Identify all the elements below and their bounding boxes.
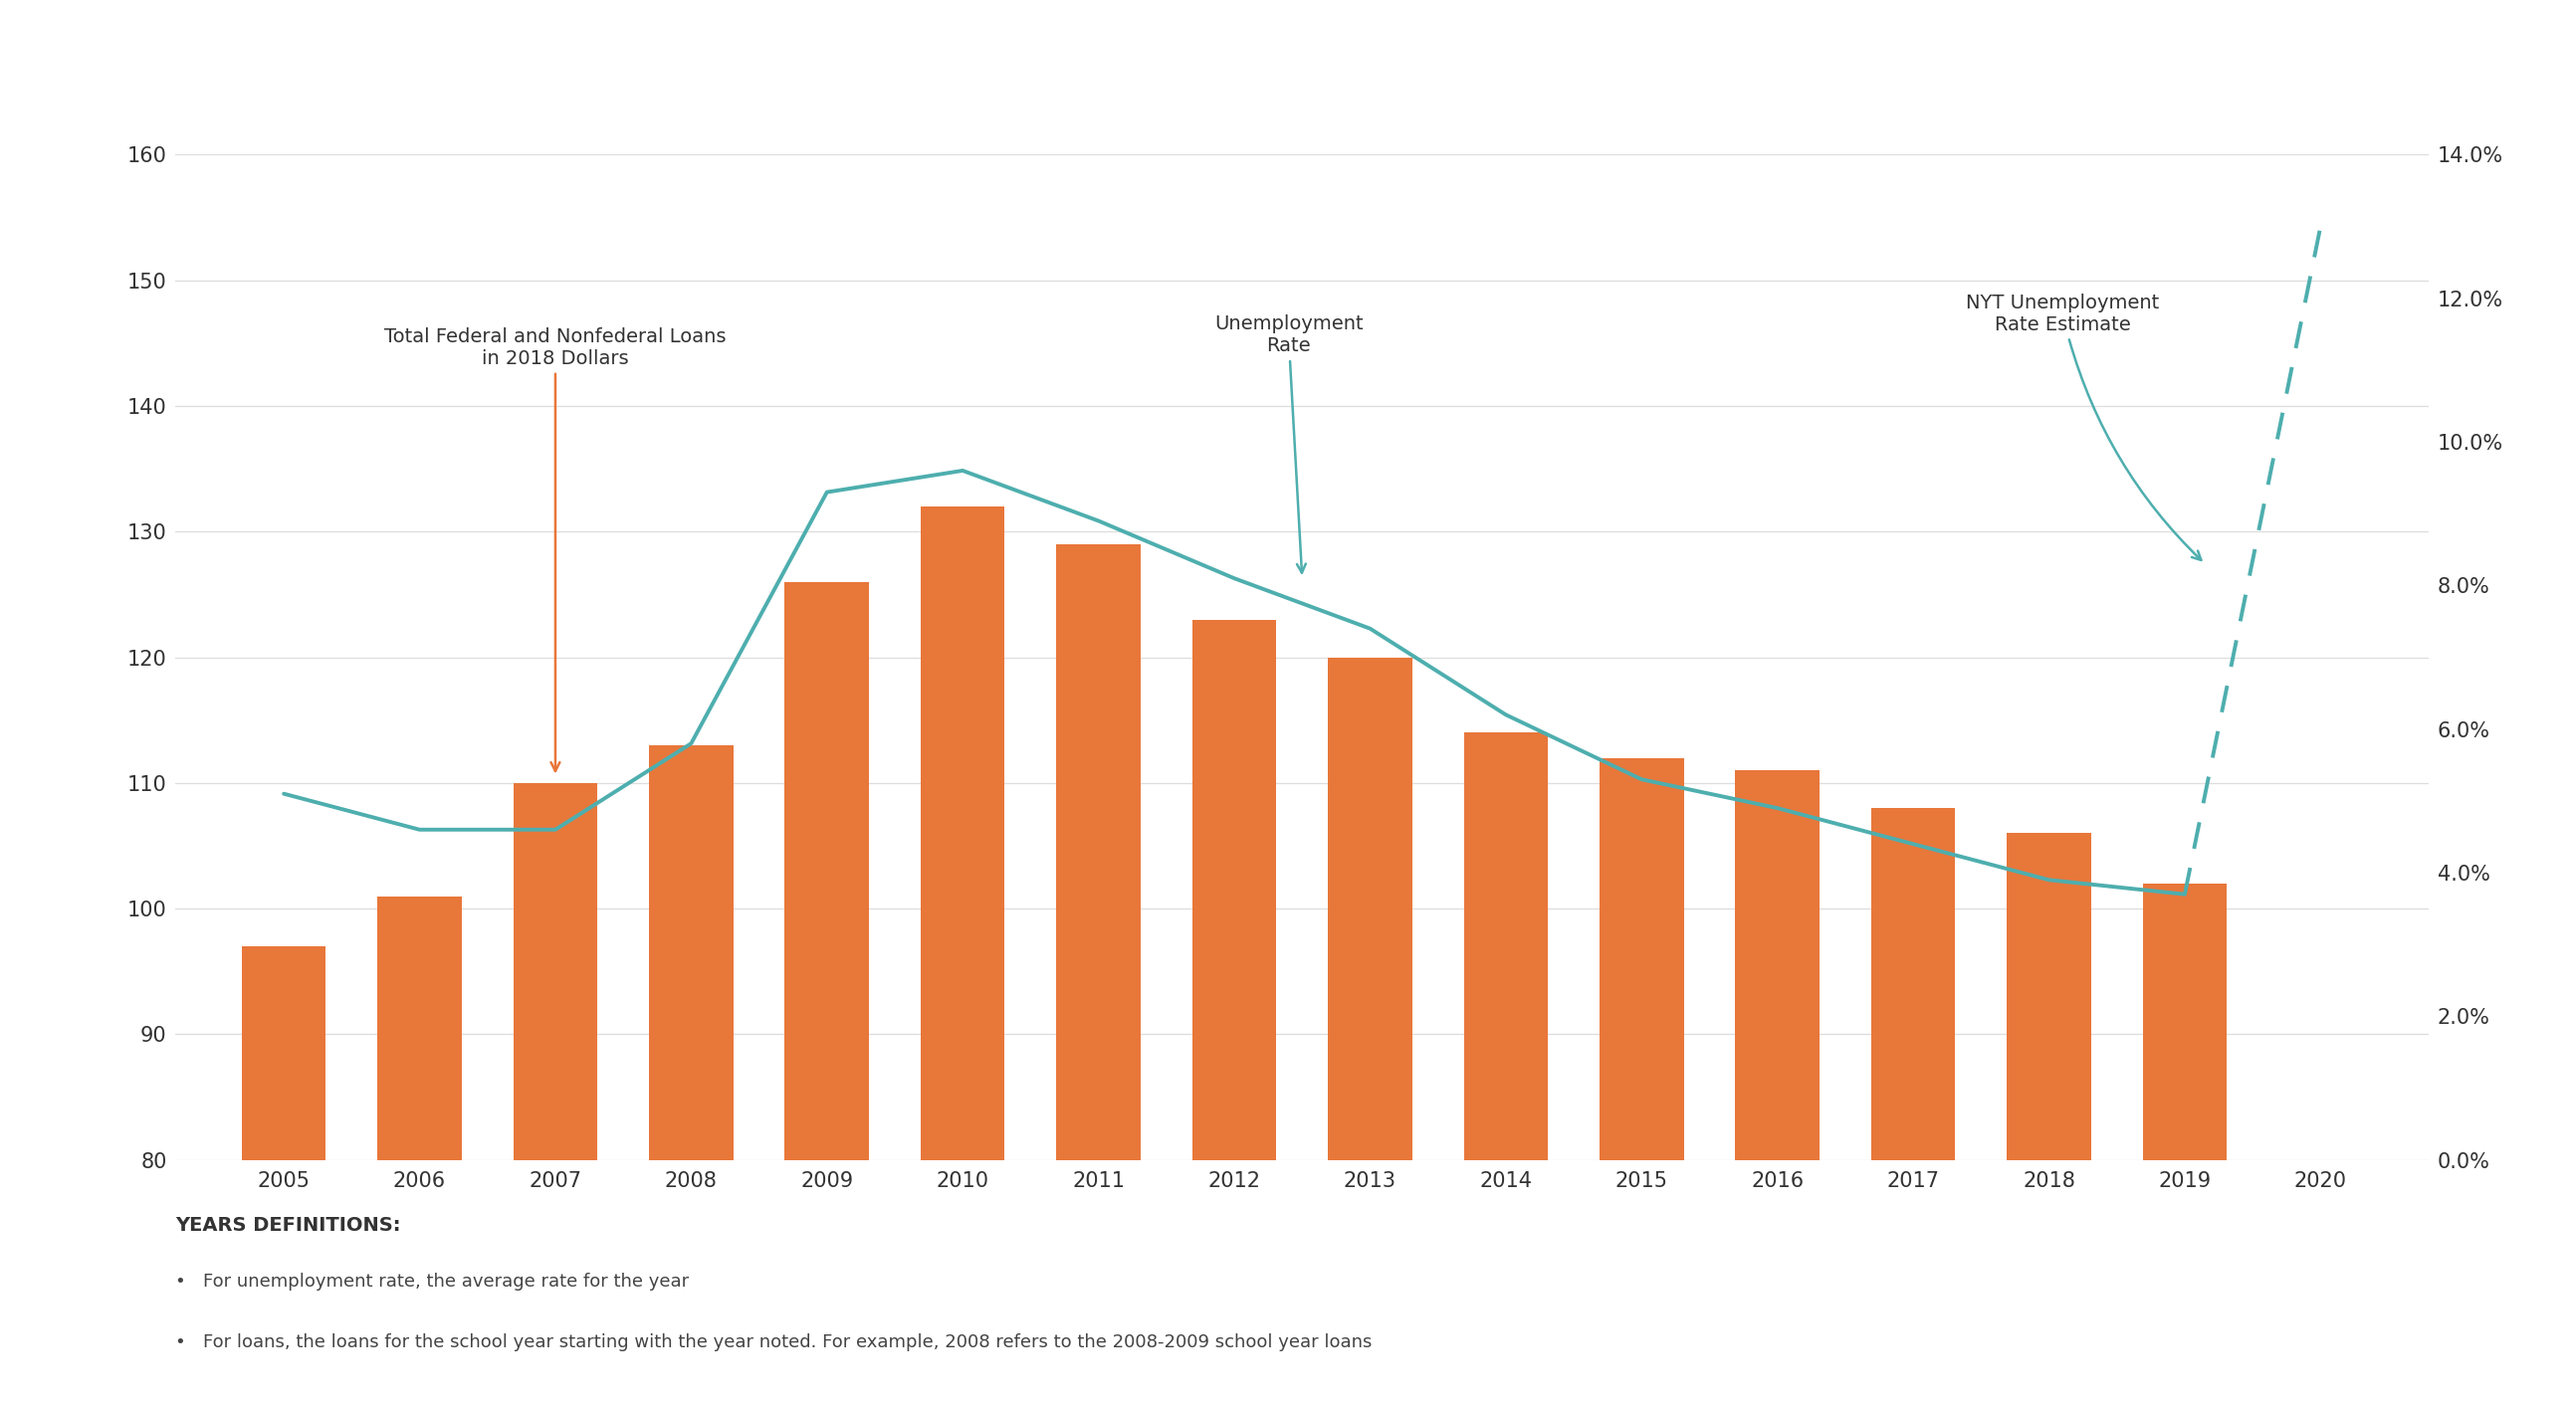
Text: YEARS DEFINITIONS:: YEARS DEFINITIONS: — [175, 1216, 402, 1234]
Bar — [242, 946, 327, 1406]
Bar — [1329, 658, 1412, 1406]
Bar — [920, 506, 1005, 1406]
Bar — [649, 745, 734, 1406]
Bar — [1870, 808, 1955, 1406]
Bar — [1463, 733, 1548, 1406]
Bar — [2143, 883, 2226, 1406]
Bar — [1193, 620, 1275, 1406]
Bar — [1736, 770, 1819, 1406]
Bar — [2007, 834, 2092, 1406]
Bar — [1056, 544, 1141, 1406]
Text: US EDUCATION LOANS VS UNEMPLOYMENT RATES: US EDUCATION LOANS VS UNEMPLOYMENT RATES — [57, 49, 1602, 103]
Bar — [786, 582, 868, 1406]
Text: Total Federal and Nonfederal Loans
in 2018 Dollars: Total Federal and Nonfederal Loans in 20… — [384, 328, 726, 770]
Text: •   For unemployment rate, the average rate for the year: • For unemployment rate, the average rat… — [175, 1272, 688, 1291]
Bar — [1600, 758, 1685, 1406]
Bar — [513, 783, 598, 1406]
Text: Unemployment
Rate: Unemployment Rate — [1213, 315, 1363, 572]
Text: NYT Unemployment
Rate Estimate: NYT Unemployment Rate Estimate — [1965, 294, 2200, 560]
Bar — [379, 896, 461, 1406]
Text: •   For loans, the loans for the school year starting with the year noted. For e: • For loans, the loans for the school ye… — [175, 1333, 1373, 1351]
